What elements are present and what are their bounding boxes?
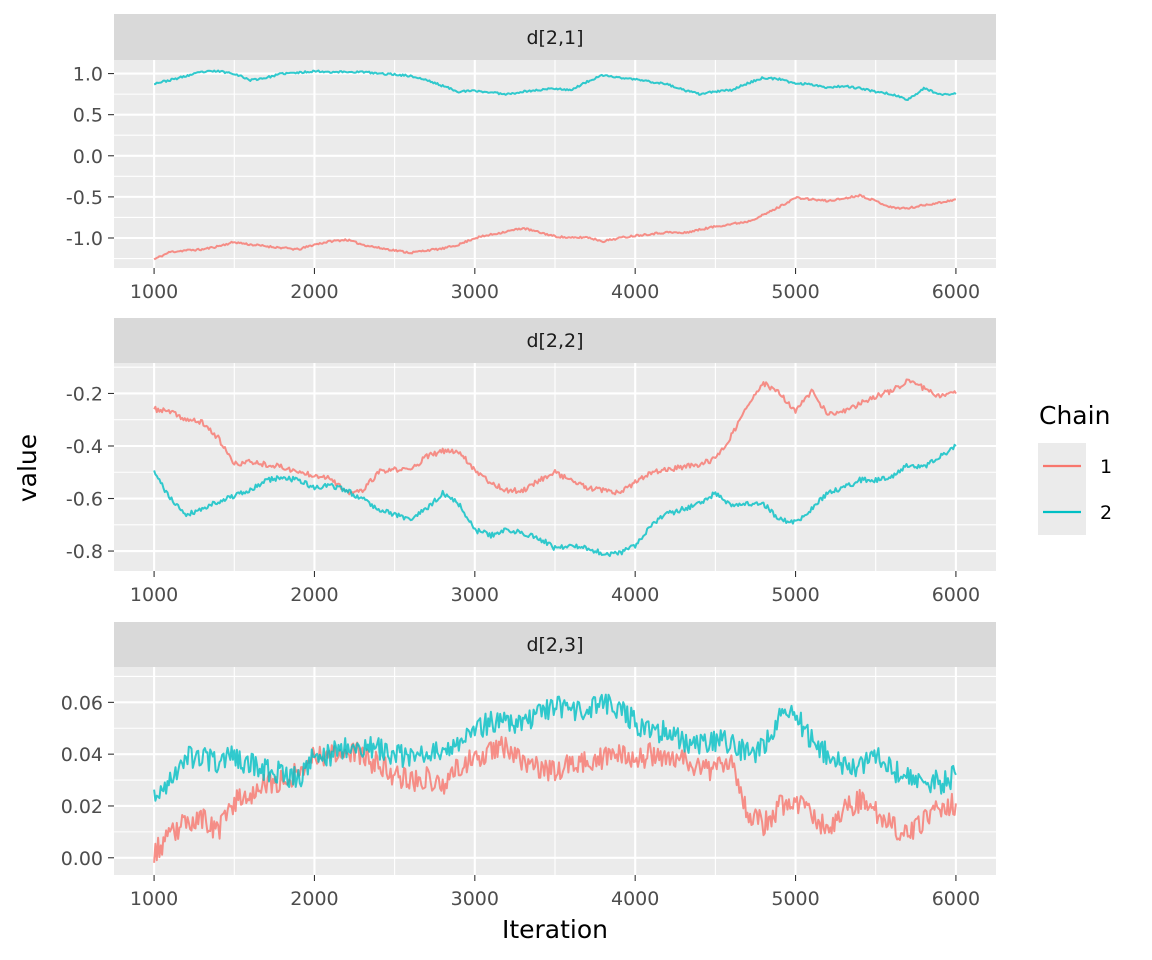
y-tick-label: 0.06 xyxy=(61,692,103,714)
legend-label-chain-2: 2 xyxy=(1100,502,1112,524)
x-tick-label: 5000 xyxy=(771,584,819,606)
x-tick-label: 6000 xyxy=(932,281,980,303)
x-tick-label: 1000 xyxy=(130,888,178,910)
trace-line-chain-2 xyxy=(153,443,957,558)
y-tick-label: 0.00 xyxy=(61,848,103,870)
x-tick-label: 4000 xyxy=(611,888,659,910)
x-tick-label: 4000 xyxy=(611,281,659,303)
x-axis: 1000 2000 3000 4000 5000 6000 xyxy=(130,571,980,606)
trace-line-chain-1 xyxy=(153,193,956,261)
strip-background xyxy=(114,622,996,667)
x-axis: 1000 2000 3000 4000 5000 6000 xyxy=(130,268,980,303)
legend-title: Chain xyxy=(1039,401,1110,430)
trace-line-chain-1 xyxy=(153,378,957,496)
series-lines xyxy=(153,693,957,863)
series-lines xyxy=(153,69,957,261)
y-tick-label: 1.0 xyxy=(73,64,103,86)
strip-background xyxy=(114,14,996,60)
y-axis: 1.0 0.5 0.0 -0.5 -1.0 xyxy=(66,64,114,250)
y-tick-label: -1.0 xyxy=(66,228,103,250)
y-tick-label: 0.0 xyxy=(73,146,103,168)
x-tick-label: 4000 xyxy=(611,584,659,606)
gridlines xyxy=(114,363,996,571)
x-tick-label: 3000 xyxy=(451,584,499,606)
facet-panel-1: d[2,1] 1.0 0.5 0.0 -0.5 -1.0 1000 2000 3000 400… xyxy=(66,14,996,303)
x-tick-label: 6000 xyxy=(932,888,980,910)
y-axis-title: value xyxy=(13,434,42,502)
x-tick-label: 3000 xyxy=(451,281,499,303)
x-tick-label: 3000 xyxy=(451,888,499,910)
legend: Chain 1 2 xyxy=(1038,401,1112,535)
facet-panel-2: d[2,2] -0.2 -0.4 -0.6 -0.8 1000 2000 3000 4000… xyxy=(66,318,996,606)
y-tick-label: 0.02 xyxy=(61,796,103,818)
y-tick-label: -0.6 xyxy=(66,489,103,511)
gridlines xyxy=(114,667,996,875)
facet-panel-3: d[2,3] 0.06 0.04 0.02 0.00 1000 2000 3000 4000… xyxy=(61,622,996,910)
y-tick-label: -0.8 xyxy=(66,541,103,563)
strip-background xyxy=(114,318,996,363)
x-axis-title: Iteration xyxy=(502,915,608,944)
y-tick-label: 0.5 xyxy=(73,105,103,127)
strip-label: d[2,3] xyxy=(526,634,583,656)
trace-line-chain-2 xyxy=(153,69,957,101)
x-tick-label: 1000 xyxy=(130,584,178,606)
x-tick-label: 2000 xyxy=(290,888,338,910)
trace-line-chain-2 xyxy=(153,693,957,802)
x-tick-label: 5000 xyxy=(771,888,819,910)
y-axis: 0.06 0.04 0.02 0.00 xyxy=(61,692,114,870)
y-axis: -0.2 -0.4 -0.6 -0.8 xyxy=(66,383,114,563)
strip-label: d[2,1] xyxy=(526,27,583,49)
legend-label-chain-1: 1 xyxy=(1100,456,1112,478)
y-tick-label: 0.04 xyxy=(61,744,103,766)
x-axis: 1000 2000 3000 4000 5000 6000 xyxy=(130,875,980,910)
series-lines xyxy=(153,378,957,558)
x-tick-label: 5000 xyxy=(771,281,819,303)
x-tick-label: 1000 xyxy=(130,281,178,303)
x-tick-label: 6000 xyxy=(932,584,980,606)
y-tick-label: -0.4 xyxy=(66,436,103,458)
y-tick-label: -0.2 xyxy=(66,383,103,405)
y-tick-label: -0.5 xyxy=(66,187,103,209)
strip-label: d[2,2] xyxy=(526,330,583,352)
x-tick-label: 2000 xyxy=(290,281,338,303)
x-tick-label: 2000 xyxy=(290,584,338,606)
